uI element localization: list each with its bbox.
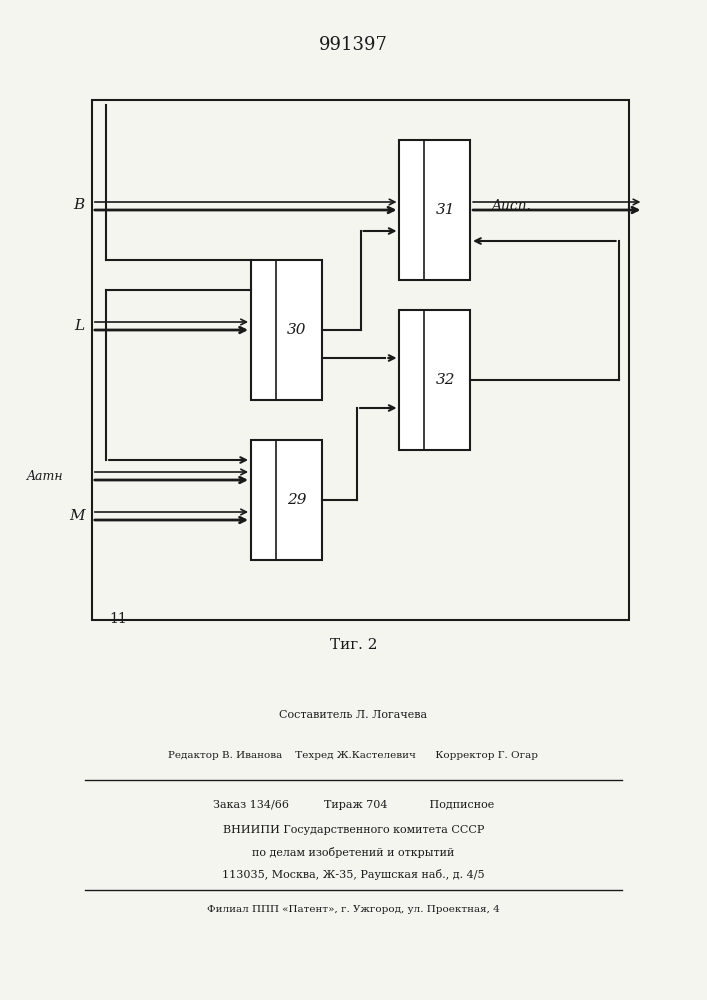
Text: ВНИИПИ Государственного комитета СССР: ВНИИПИ Государственного комитета СССР xyxy=(223,825,484,835)
Text: 31: 31 xyxy=(436,203,455,217)
Bar xyxy=(251,440,322,560)
Bar xyxy=(399,310,470,450)
Text: M: M xyxy=(69,509,85,523)
Text: 113035, Москва, Ж-35, Раушская наб., д. 4/5: 113035, Москва, Ж-35, Раушская наб., д. … xyxy=(222,870,485,881)
Text: Составитель Л. Логачева: Составитель Л. Логачева xyxy=(279,710,428,720)
Text: 32: 32 xyxy=(436,373,455,387)
Text: Aатн: Aатн xyxy=(27,471,64,484)
Text: Aисп.: Aисп. xyxy=(491,199,531,213)
Text: 11: 11 xyxy=(110,612,127,626)
Bar xyxy=(92,100,629,620)
Bar xyxy=(399,140,470,280)
Text: по делам изобретений и открытий: по делам изобретений и открытий xyxy=(252,848,455,858)
Text: Заказ 134/66          Тираж 704            Подписное: Заказ 134/66 Тираж 704 Подписное xyxy=(213,800,494,810)
Text: Τиг. 2: Τиг. 2 xyxy=(329,638,378,652)
Text: Филиал ППП «Патент», г. Ужгород, ул. Проектная, 4: Филиал ППП «Патент», г. Ужгород, ул. Про… xyxy=(207,906,500,914)
Text: Редактор В. Иванова    Техред Ж.Кастелевич      Корректор Г. Огар: Редактор В. Иванова Техред Ж.Кастелевич … xyxy=(168,750,539,760)
Text: B: B xyxy=(74,198,85,212)
Text: 991397: 991397 xyxy=(319,36,388,54)
Text: L: L xyxy=(75,319,85,333)
Text: 30: 30 xyxy=(287,323,307,337)
Text: 29: 29 xyxy=(287,493,307,507)
Bar xyxy=(251,260,322,400)
